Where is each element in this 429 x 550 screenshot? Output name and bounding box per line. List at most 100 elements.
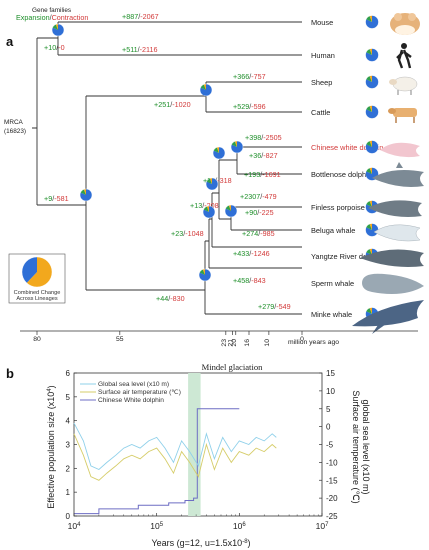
animal-illustrations: [352, 13, 424, 334]
change-odontoceti: +23/-1048: [171, 229, 204, 238]
inset-pie-shape-outline: [21, 256, 53, 288]
pie-2-slice-2: [369, 75, 372, 82]
pie-12: [79, 188, 93, 202]
inset-label-line2: Across Lineages: [16, 296, 58, 302]
inset-pie-shape: [21, 256, 53, 288]
change-monodontidae-phocoenidae: +90/-225: [245, 208, 274, 217]
time-tick-label-16: 16: [244, 339, 251, 347]
right-tick-label--5: -5: [326, 441, 334, 450]
time-tick-label-0: 0: [300, 336, 304, 343]
species-yangtze-river-dolphin: Yangtze River dolphin: [311, 252, 383, 261]
species-sheep: Sheep: [311, 78, 332, 87]
change-laurasiatheria: +9/-581: [44, 194, 69, 203]
pie-6-slice-2: [369, 200, 372, 207]
pie-13: [199, 83, 213, 97]
change-delphinida: +13/-208: [190, 201, 219, 210]
root-label: MRCA: [4, 119, 24, 126]
chart-legend: Global sea level (x10 m) Surface air tem…: [80, 381, 181, 404]
pie-14-outline: [230, 140, 244, 154]
gene-families-header: Gene families: [32, 7, 71, 14]
pie-3-slice-2: [369, 105, 372, 112]
pie-13-outline: [199, 83, 213, 97]
panel-a: a Gene families Expansion/Contraction MR…: [4, 7, 424, 347]
pie-0-slice-2: [369, 15, 372, 22]
pie-5-outline: [365, 167, 379, 181]
pie-4-outline: [365, 140, 379, 154]
pie-4: [365, 140, 379, 154]
header-expansion: Expansion: [16, 13, 50, 22]
pie-14: [230, 140, 244, 154]
series-layer: [73, 408, 277, 515]
change-sperm-whale: +458/-843: [233, 276, 266, 285]
pie-0-outline: [365, 15, 379, 29]
inset-pie-shape-slice-0: [26, 257, 53, 287]
pie-4-slice-2: [369, 140, 372, 147]
x-axis-ticks: 104 105 106 107: [68, 513, 329, 531]
right-tick-label--15: -15: [326, 476, 338, 485]
change-dolphin-ancestor: +36/-827: [249, 151, 278, 160]
change-bottlenose-dolphin: +193/-1691: [244, 170, 281, 179]
change-ruminantia: +251/-1020: [154, 100, 191, 109]
time-tick-label-10: 10: [264, 339, 271, 347]
x-axis-title: Years (g=12, u=1.5x10-8): [151, 538, 250, 548]
change-mouse: +887/-2067: [122, 12, 159, 21]
species-sperm-whale: Sperm whale: [311, 279, 354, 288]
legend-label-sea-level: Global sea level (x10 m): [98, 381, 169, 388]
pie-2: [365, 75, 379, 89]
pie-16-outline: [205, 177, 219, 191]
pie-16: [205, 177, 219, 191]
change-finless-porpoise: +2307/-479: [240, 192, 277, 201]
pie-1-outline: [365, 48, 379, 62]
odontoceti-branch: [205, 219, 210, 268]
yangtze-river-dolphin-image: [360, 249, 424, 267]
right-tick-label-0: 0: [326, 423, 331, 432]
pie-12-outline: [79, 188, 93, 202]
species-bottlenose-dolphin: Bottlenose dolphin: [311, 170, 372, 179]
legend-label-temperature: Surface air temperature (℃): [98, 389, 181, 396]
change-cetacea: +44/-830: [156, 294, 185, 303]
left-axis-ticks: 0 1 2 3 4 5 6: [66, 369, 77, 521]
pie-3-outline: [365, 105, 379, 119]
panel-b-letter: b: [6, 366, 14, 381]
pie-19-slice-2: [202, 269, 205, 275]
delphinida-branch: [209, 193, 213, 247]
change-euarchontoglires: +10/-0: [44, 43, 65, 52]
species-mouse: Mouse: [311, 18, 333, 27]
pie-1: [365, 48, 379, 62]
time-tick-label-20: 20: [231, 339, 238, 347]
branch-change-labels: +887/-2067 +511/-2116 +10/-0 +366/-757 +…: [44, 12, 291, 311]
species-cattle: Cattle: [311, 108, 330, 117]
phylogenetic-tree: [32, 21, 302, 315]
y-right-axis-title-2: global sea level (x10 m): [361, 399, 371, 494]
species-beluga-whale: Beluga whale: [311, 226, 355, 235]
left-tick-label-3: 3: [66, 441, 71, 450]
right-tick-label-10: 10: [326, 387, 335, 396]
x-tick-label-1: 105: [150, 521, 163, 531]
delphinoidea-branch: [212, 160, 220, 219]
sheep-cattle-branches: [206, 81, 302, 113]
pie-15-slice-2: [216, 147, 219, 153]
glaciation-label: Mindel glaciation: [202, 362, 264, 372]
change-beluga-whale: +274/-985: [242, 229, 275, 238]
minke-whale-image: [352, 300, 424, 334]
time-tick-label-23: 23: [221, 339, 228, 347]
root-branch: [32, 38, 38, 205]
time-tick-label-80: 80: [33, 336, 41, 343]
inset-label-line1: Combined Change: [14, 290, 61, 296]
pie-3: [365, 105, 379, 119]
x-tick-label-0: 104: [68, 521, 81, 531]
pie-12-slice-0: [80, 189, 93, 201]
time-tick-label-21: 21: [227, 339, 234, 347]
left-tick-label-6: 6: [66, 369, 71, 378]
mindel-glaciation-band: [188, 373, 201, 516]
pie-18-slice-2: [206, 206, 209, 212]
pie-charts: [51, 15, 379, 321]
sperm-whale-image: [362, 273, 424, 294]
pie-15-outline: [212, 146, 226, 160]
left-tick-label-5: 5: [66, 393, 71, 402]
right-axis-ticks: 15 10 5 0 -5 -10 -15 -20 -25: [319, 369, 338, 521]
pie-14-slice-2: [234, 141, 237, 147]
root-count: (16823): [4, 128, 26, 135]
pie-15-slice-0: [213, 147, 226, 159]
